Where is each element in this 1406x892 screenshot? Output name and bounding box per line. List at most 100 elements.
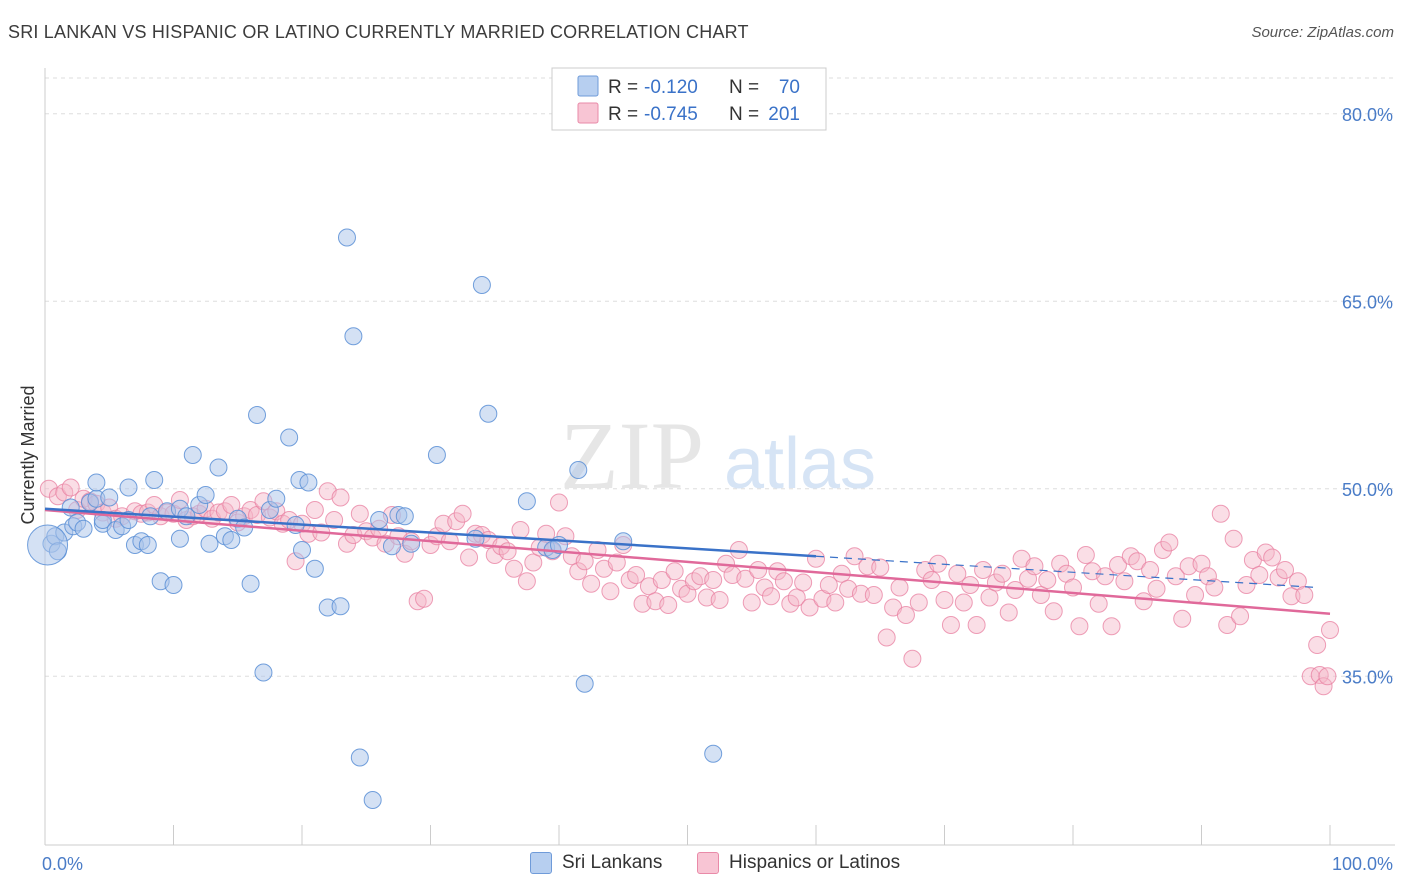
srilankan-point-62 [472, 276, 491, 294]
srilankan-point-32 [200, 534, 219, 553]
hispanic-point-198 [1314, 677, 1333, 696]
hispanic-point-86 [601, 582, 620, 601]
hispanic-point-73 [517, 572, 536, 591]
srilankan-point-52 [344, 327, 363, 346]
srilankan-point-63 [479, 404, 498, 423]
hispanic-point-43 [325, 511, 344, 529]
hispanic-point-121 [826, 593, 845, 612]
hispanic-point-63 [453, 504, 472, 523]
hispanic-point-145 [980, 588, 999, 607]
srilankan-point-56 [382, 537, 401, 556]
hispanic-point-189 [1263, 548, 1282, 567]
hispanic-point-134 [909, 593, 928, 612]
hispanic-point-44 [331, 488, 350, 507]
hispanic-point-166 [1115, 572, 1134, 591]
legend-n-value-2: 201 [768, 104, 800, 125]
srilankan-point-50 [331, 597, 350, 616]
srilankan-point-7 [74, 519, 93, 538]
srilankan-point-51 [337, 228, 356, 247]
hispanic-point-143 [967, 616, 986, 634]
hispanic-point-118 [807, 549, 825, 568]
hispanic-point-197 [1310, 666, 1329, 684]
legend-n-label-2: N = [729, 104, 759, 125]
srilankan-point-47 [299, 473, 318, 492]
legend-n-value-1: 70 [779, 77, 800, 98]
hispanic-point-180 [1205, 578, 1224, 597]
hispanic-point-109 [749, 561, 768, 579]
legend-r-value-2: -0.745 [644, 104, 698, 125]
hispanic-point-108 [742, 593, 761, 612]
srilankan-point-27 [170, 529, 189, 548]
hispanic-point-126 [858, 557, 877, 576]
srilankan-point-large-0 [27, 524, 69, 566]
srilankan-point-31 [196, 486, 215, 504]
srilankan-point-17 [119, 478, 138, 497]
hispanic-point-181 [1211, 504, 1230, 523]
hispanic-point-177 [1186, 586, 1205, 604]
hispanic-point-94 [652, 571, 671, 589]
srilankan-point-35 [222, 531, 241, 549]
hispanic-point-192 [1282, 587, 1301, 606]
hispanic-point-70 [498, 542, 517, 561]
tick-labels: 80.0% 65.0% 50.0% 35.0% 0.0% 100.0% [42, 105, 1393, 874]
srilankan-point-43 [280, 428, 299, 447]
hispanic-point-115 [787, 588, 806, 607]
hispanic-point-184 [1231, 607, 1250, 626]
bottom-legend-srilankans: Sri Lankans [530, 852, 662, 874]
legend-swatch-blue [577, 75, 599, 97]
hispanic-point-174 [1166, 567, 1185, 586]
srilankan-point-22 [145, 471, 164, 489]
hispanic-point-96 [665, 562, 684, 581]
hispanic-point-196 [1308, 636, 1327, 654]
hispanic-point-71 [505, 559, 524, 578]
bottom-legend-swatch-pink [697, 852, 719, 874]
hispanic-point-173 [1160, 533, 1179, 552]
legend-n-label-1: N = [729, 77, 759, 98]
hispanic-point-102 [704, 571, 723, 589]
y-tick-label-1: 65.0% [1342, 292, 1393, 312]
srilankan-point-54 [363, 791, 382, 809]
srilankan-point-40 [254, 663, 273, 682]
srilankan-point-58 [395, 507, 414, 526]
hispanic-point-133 [903, 649, 922, 668]
hispanic-point-200 [1321, 621, 1339, 639]
hispanic-point-129 [877, 628, 896, 647]
srilankan-point-64 [517, 492, 536, 511]
hispanic-point-132 [896, 606, 915, 624]
hispanic-point-175 [1173, 609, 1192, 628]
hispanic-point-40 [305, 501, 324, 519]
hispanic-point-169 [1134, 592, 1153, 611]
srilankan-point-39 [248, 406, 267, 424]
hispanic-point-191 [1276, 561, 1295, 579]
hispanic-point-172 [1153, 541, 1172, 559]
srilankan-point-33 [209, 458, 228, 477]
srilankan-points [27, 228, 723, 809]
legend-r-value-1: -0.120 [644, 77, 698, 98]
bottom-legend-hispanics: Hispanics or Latinos [697, 852, 900, 874]
chart-title: SRI LANKAN VS HISPANIC OR LATINO CURRENT… [8, 22, 749, 42]
hispanic-point-107 [736, 569, 755, 588]
y-tick-label-0: 80.0% [1342, 105, 1393, 125]
hispanic-point-170 [1141, 561, 1160, 579]
hispanic-point-156 [1051, 554, 1070, 573]
watermark-atlas: atlas [724, 424, 876, 504]
hispanic-point-120 [819, 576, 838, 594]
hispanic-point-168 [1128, 552, 1147, 571]
y-tick-label-2: 50.0% [1342, 480, 1393, 500]
legend-r-label-2: R = [608, 104, 638, 125]
hispanic-point-74 [524, 553, 543, 572]
srilankan-point-38 [241, 574, 260, 593]
srilankan-point-53 [350, 748, 369, 767]
hispanic-point-183 [1224, 529, 1243, 548]
srilankan-point-69 [575, 674, 594, 693]
hispanic-point-162 [1089, 594, 1108, 613]
hispanic-point-81 [569, 562, 588, 581]
hispanic-point-190 [1269, 568, 1288, 587]
hispanic-point-57 [415, 589, 434, 608]
hispanic-point-0 [39, 479, 58, 498]
hispanic-point-87 [607, 553, 626, 572]
srilankan-point-70 [614, 532, 633, 551]
hispanic-point-171 [1147, 579, 1166, 598]
hispanic-point-164 [1102, 617, 1121, 636]
